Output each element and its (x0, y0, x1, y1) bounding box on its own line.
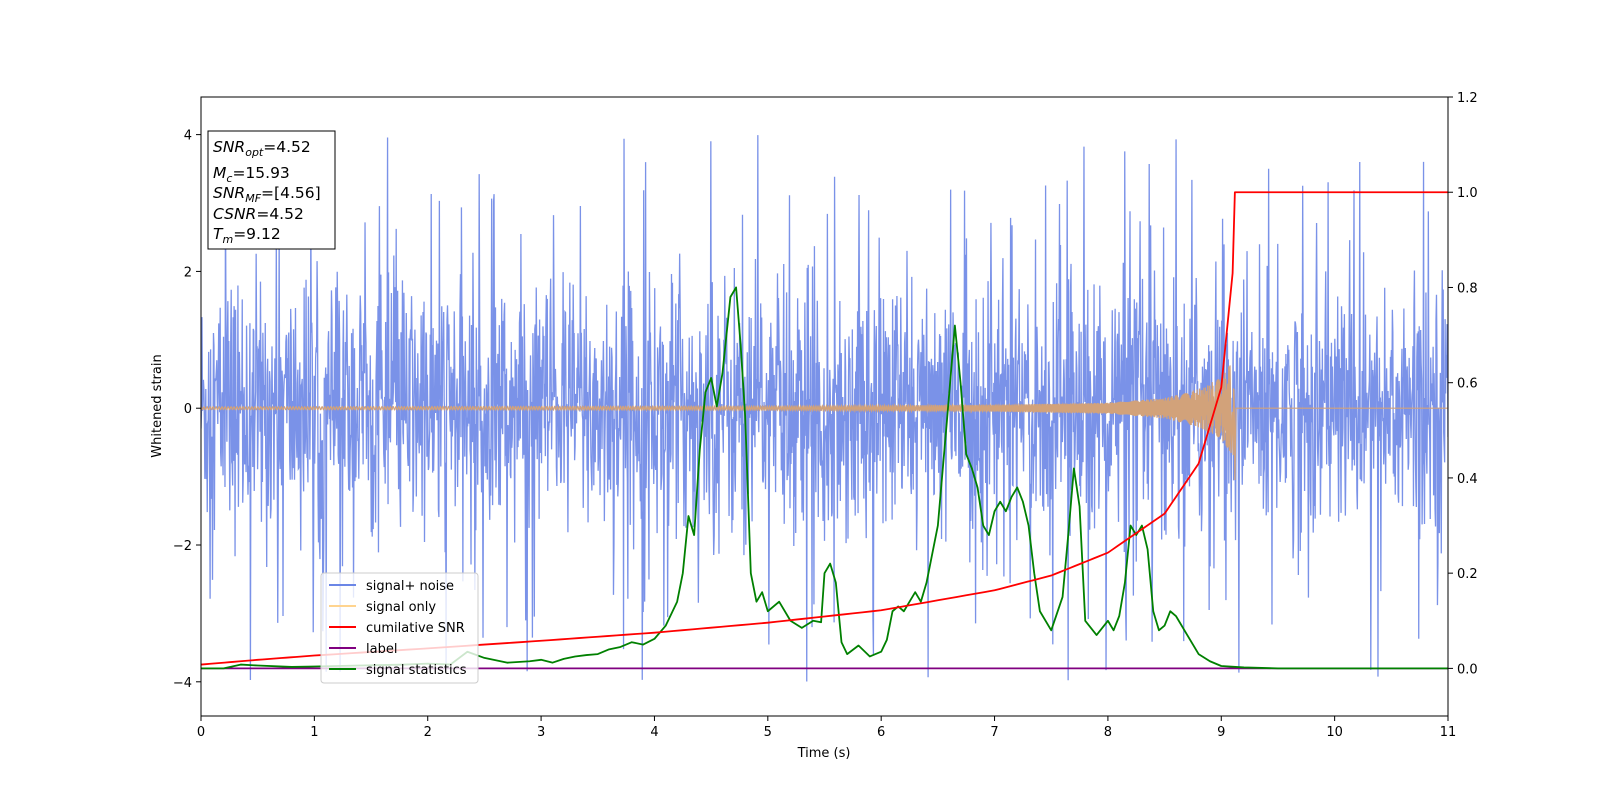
x-tick-label: 10 (1326, 725, 1343, 740)
y-left-tick-label: −4 (173, 676, 192, 691)
y-right-tick-label: 0.6 (1457, 377, 1478, 392)
legend-label-cumulative-snr: cumilative SNR (366, 621, 465, 636)
x-tick-label: 7 (990, 725, 998, 740)
x-axis: 0 1 2 3 4 5 6 7 8 9 10 11 (197, 716, 1456, 740)
y-right-tick-label: 1.2 (1457, 91, 1478, 106)
y-right-tick-label: 1.0 (1457, 186, 1478, 201)
info-box-frame (207, 130, 336, 250)
info-tm: Tm=9.12 (213, 225, 281, 246)
y-left-tick-label: 2 (184, 265, 192, 280)
y-right-tick-label: 0.0 (1457, 662, 1478, 677)
legend: signal+ noise signal only cumilative SNR… (320, 572, 479, 684)
info-snr-opt: SNRopt=4.52 (213, 138, 311, 159)
legend-frame (320, 572, 479, 684)
y-right-tick-label: 0.4 (1457, 472, 1478, 487)
x-tick-label: 6 (877, 725, 885, 740)
y-left-tick-label: 0 (184, 402, 192, 417)
info-mc: Mc=15.93 (213, 164, 290, 185)
x-tick-label: 11 (1440, 725, 1457, 740)
y-left-tick-label: −2 (173, 539, 192, 554)
y-right-tick-label: 0.2 (1457, 567, 1478, 582)
x-tick-label: 0 (197, 725, 205, 740)
x-tick-label: 2 (424, 725, 432, 740)
x-tick-label: 5 (764, 725, 772, 740)
info-snr-mf: SNRMF=[4.56] (213, 184, 321, 205)
legend-label-signal-statistics: signal statistics (366, 663, 467, 678)
x-tick-label: 4 (650, 725, 658, 740)
y-axis-title: Whitened strain (150, 354, 165, 457)
info-csnr: CSNR=4.52 (213, 205, 304, 223)
x-axis-title: Time (s) (797, 746, 851, 761)
legend-label-label: label (366, 642, 397, 657)
x-tick-label: 8 (1104, 725, 1112, 740)
info-box: SNRopt=4.52 Mc=15.93 SNRMF=[4.56] CSNR=4… (207, 130, 336, 250)
series-signal-statistics (201, 286, 1448, 670)
x-tick-label: 1 (310, 725, 318, 740)
y-axis-left: −4 −2 0 2 4 (173, 129, 201, 691)
series-signal-noise (201, 135, 1448, 682)
y-axis-right: 0.0 0.2 0.4 0.6 0.8 1.0 1.2 (1448, 91, 1478, 677)
legend-label-signal-noise: signal+ noise (366, 579, 454, 594)
y-left-tick-label: 4 (184, 129, 192, 144)
x-tick-label: 3 (537, 725, 545, 740)
series-signal-only (201, 365, 1448, 481)
y-right-tick-label: 0.8 (1457, 281, 1478, 296)
x-tick-label: 9 (1217, 725, 1225, 740)
legend-label-signal-only: signal only (366, 600, 436, 615)
plot-frame (200, 96, 1449, 717)
